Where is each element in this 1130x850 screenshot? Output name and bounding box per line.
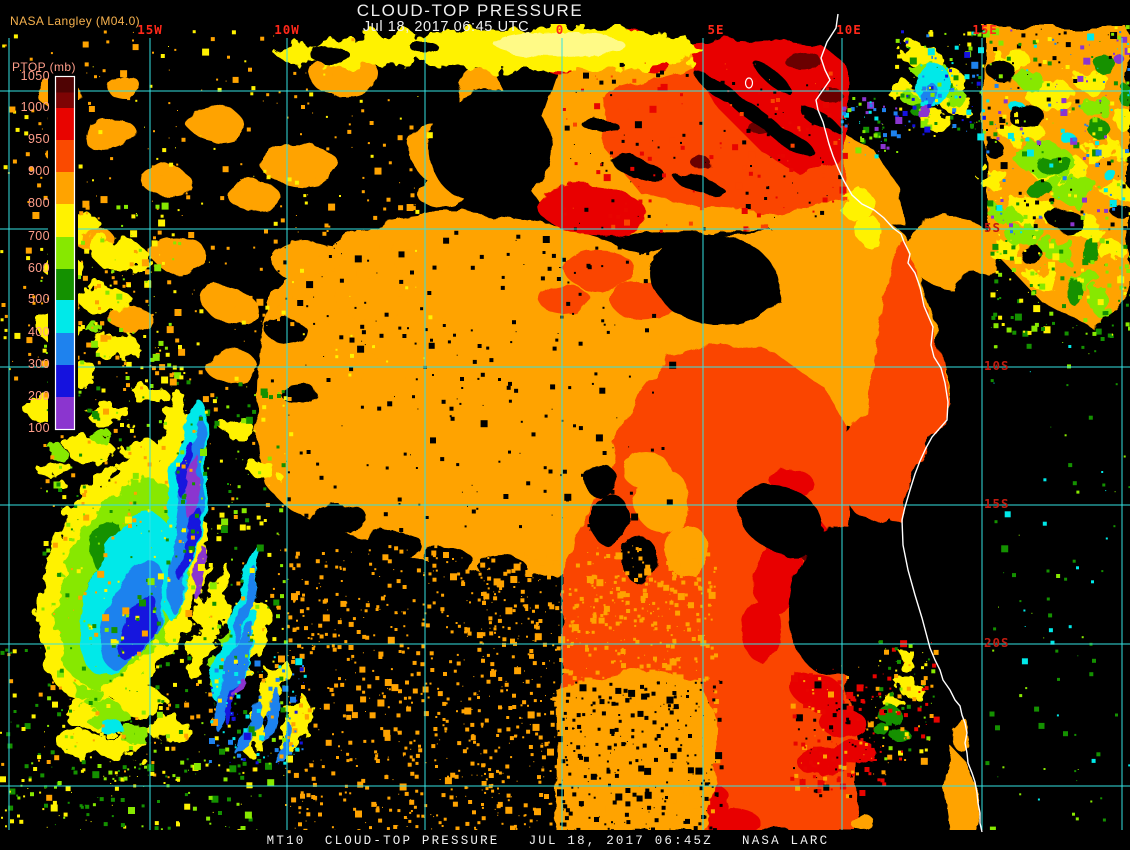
legend-tick-100: 100 <box>27 421 50 435</box>
lon-label-0: 0 <box>555 22 565 37</box>
latlon-gridlines <box>0 38 1130 830</box>
lat-label-5s: 5S <box>984 220 1002 235</box>
legend-tick-900: 900 <box>27 164 50 178</box>
lat-label-20s: 20S <box>984 635 1010 650</box>
lon-label-15w: 15W <box>137 22 163 37</box>
lat-label-15s: 15S <box>984 496 1010 511</box>
legend-tick-400: 400 <box>27 325 50 339</box>
lon-label-15e: 15E <box>972 22 998 37</box>
legend-colorbar <box>48 60 78 435</box>
top-mask <box>0 0 1130 24</box>
legend-tick-1050: 1050 <box>20 69 50 83</box>
legend-tick-600: 600 <box>27 261 50 275</box>
legend-tick-1000: 1000 <box>20 100 50 114</box>
legend-tick-300: 300 <box>27 357 50 371</box>
lon-label-10e: 10E <box>836 22 862 37</box>
legend-tick-950: 950 <box>27 132 50 146</box>
legend-tick-200: 200 <box>27 389 50 403</box>
map-datetime: Jul 18, 2017 06:45 UTC <box>362 19 530 35</box>
legend-tick-800: 800 <box>27 196 50 210</box>
legend-title: PTOP (mb) <box>12 60 76 74</box>
cloud-field-layers <box>25 27 1130 836</box>
lon-label-5e: 5E <box>707 22 725 37</box>
legend-tick-700: 700 <box>27 229 50 243</box>
map-title: CLOUD-TOP PRESSURE <box>356 1 584 20</box>
status-bar-text: MT10 CLOUD-TOP PRESSURE JUL 18, 2017 06:… <box>266 834 830 848</box>
coastline <box>744 13 983 833</box>
lat-label-10s: 10S <box>984 358 1010 373</box>
credit-label: NASA Langley (M04.0) <box>10 14 141 28</box>
legend-tick-500: 500 <box>27 292 50 306</box>
lon-label-10w: 10W <box>274 22 300 37</box>
footer-bar <box>0 830 1130 850</box>
